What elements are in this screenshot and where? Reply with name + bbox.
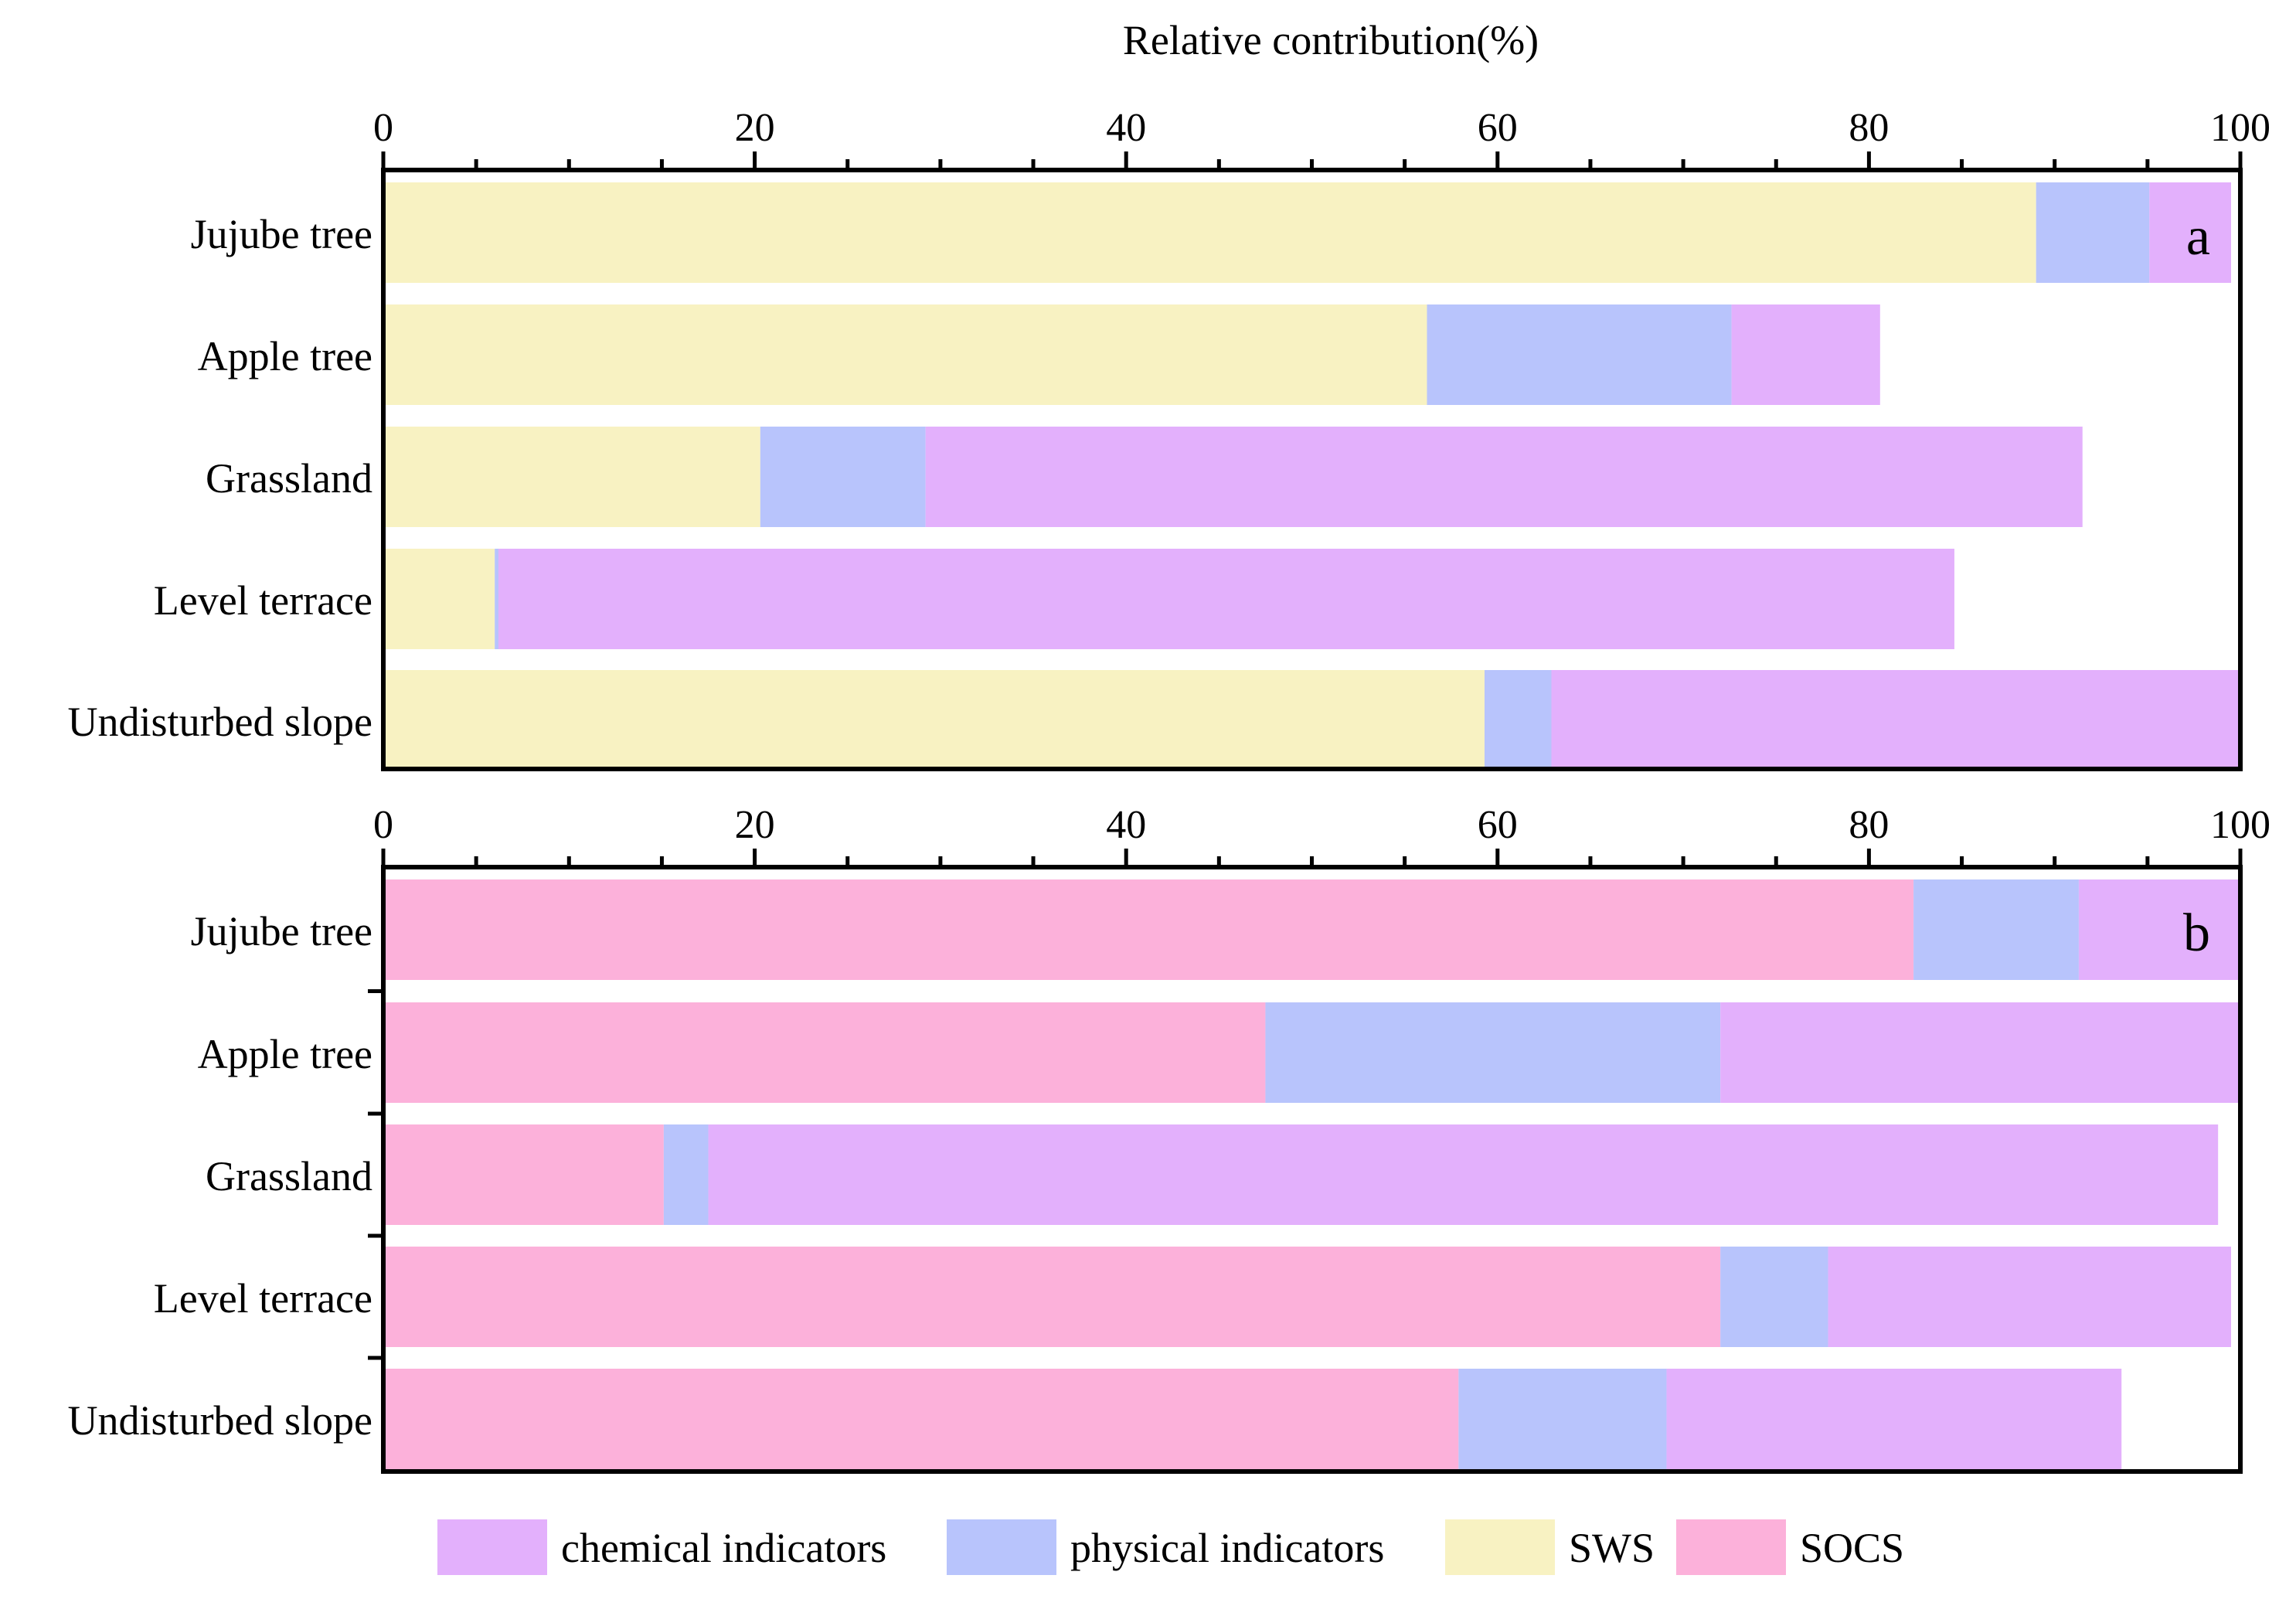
panel-a-category-label-grassland: Grassland (206, 455, 372, 502)
panel-b-bar-grassland-socs (383, 1124, 664, 1225)
legend-swatch-chemical-indicators (437, 1519, 547, 1575)
panel-b-bar-apple-tree-socs (383, 1002, 1266, 1103)
legend-label-chemical-indicators: chemical indicators (561, 1525, 886, 1571)
panel-b-bar-level-terrace-chemical-indicators (1828, 1247, 2231, 1347)
panel-a-tick-label-0: 0 (373, 106, 393, 150)
panel-a-bar-jujube-tree-sws (383, 182, 2036, 283)
panel-b-label: b (2183, 903, 2210, 963)
legend-label-physical-indicators: physical indicators (1070, 1525, 1384, 1571)
panel-b-tick-label-100: 100 (2210, 803, 2270, 847)
panel-b-category-label-grassland: Grassland (206, 1153, 372, 1199)
panel-a-category-label-undisturbed-slope: Undisturbed slope (68, 699, 372, 745)
panel-a-tick-label-20: 20 (735, 106, 775, 150)
panel-b-bar-undisturbed-slope-socs (383, 1369, 1459, 1469)
panel-a-bar-undisturbed-slope-physical-indicators (1484, 670, 1552, 771)
panel-a-bar-undisturbed-slope-sws (383, 670, 1485, 771)
panel-b-category-label-undisturbed-slope: Undisturbed slope (68, 1397, 372, 1444)
panel-a-bar-level-terrace-chemical-indicators (498, 549, 1954, 649)
legend-swatch-sws (1445, 1519, 1555, 1575)
panel-a-bar-jujube-tree-physical-indicators (2036, 182, 2150, 283)
panel-a-category-label-jujube-tree: Jujube tree (191, 211, 372, 257)
panel-a-bar-grassland-physical-indicators (760, 427, 926, 527)
panel-a-tick-label-100: 100 (2210, 106, 2270, 150)
panel-b-tick-label-60: 60 (1478, 803, 1518, 847)
panel-b-category-label-jujube-tree: Jujube tree (191, 908, 372, 954)
panel-a-tick-label-80: 80 (1849, 106, 1889, 150)
panel-a-bar-apple-tree-sws (383, 304, 1427, 405)
panel-a-bar-apple-tree-chemical-indicators (1731, 304, 1880, 405)
panel-b-category-label-apple-tree: Apple tree (198, 1031, 372, 1077)
panel-a-label: a (2186, 207, 2210, 267)
panel-b-bar-grassland-physical-indicators (663, 1124, 709, 1225)
panel-a-bar-grassland-chemical-indicators (925, 427, 2083, 527)
panel-a-tick-label-60: 60 (1478, 106, 1518, 150)
panel-b-bar-jujube-tree-chemical-indicators (2078, 879, 2240, 980)
panel-b-category-label-level-terrace: Level terrace (154, 1275, 372, 1322)
legend-swatch-socs (1676, 1519, 1786, 1575)
panel-b-tick-label-20: 20 (735, 803, 775, 847)
panel-b-bar-level-terrace-physical-indicators (1720, 1247, 1828, 1347)
x-axis-title: Relative contribution(%) (1123, 17, 1539, 63)
panel-b-bar-jujube-tree-socs (383, 879, 1914, 980)
panel-b-bar-grassland-chemical-indicators (708, 1124, 2219, 1225)
panel-b-bar-undisturbed-slope-physical-indicators (1458, 1369, 1667, 1469)
panel-b-bar-apple-tree-chemical-indicators (1720, 1002, 2240, 1103)
panel-a-bar-level-terrace-physical-indicators (495, 549, 498, 649)
panel-a-bar-undisturbed-slope-chemical-indicators (1551, 670, 2240, 771)
legend-label-sws: SWS (1569, 1525, 1655, 1571)
panel-b-tick-label-0: 0 (373, 803, 393, 847)
panel-a-bar-grassland-sws (383, 427, 760, 527)
panel-a-bar-level-terrace-sws (383, 549, 495, 649)
panel-b-tick-label-80: 80 (1849, 803, 1889, 847)
panel-b-bar-level-terrace-socs (383, 1247, 1721, 1347)
legend-swatch-physical-indicators (947, 1519, 1056, 1575)
panel-a-category-label-apple-tree: Apple tree (198, 333, 372, 379)
panel-a-bar-apple-tree-physical-indicators (1427, 304, 1732, 405)
panel-b-bar-jujube-tree-physical-indicators (1913, 879, 2079, 980)
panel-a-category-label-level-terrace: Level terrace (154, 577, 372, 624)
panel-b-bar-undisturbed-slope-chemical-indicators (1666, 1369, 2122, 1469)
panel-b-tick-label-40: 40 (1106, 803, 1146, 847)
panel-a-tick-label-40: 40 (1106, 106, 1146, 150)
panel-a-bar-jujube-tree-chemical-indicators (2149, 182, 2231, 283)
panel-b-bar-apple-tree-physical-indicators (1265, 1002, 1721, 1103)
legend-label-socs: SOCS (1800, 1525, 1904, 1571)
